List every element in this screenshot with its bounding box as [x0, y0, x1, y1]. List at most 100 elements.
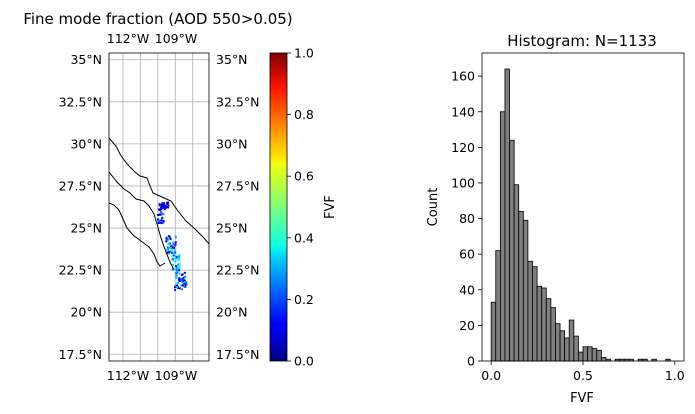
fvf-pixel: [167, 243, 170, 246]
fvf-pixel: [159, 211, 162, 213]
histogram-bar: [564, 337, 570, 362]
histogram-bars: [490, 68, 671, 362]
fvf-pixel: [174, 257, 177, 260]
histogram-bar: [573, 335, 579, 362]
fvf-pixel: [171, 248, 173, 250]
fvf-pixel: [181, 284, 184, 287]
fvf-pixel: [181, 288, 183, 291]
fvf-pixel: [172, 259, 174, 262]
histogram-bar: [559, 330, 566, 362]
lat-tick-right: 20°N: [216, 305, 248, 320]
fvf-pixel: [157, 214, 160, 216]
fvf-pixel: [178, 262, 181, 265]
histogram-bar: [509, 139, 515, 362]
fvf-pixel: [158, 213, 161, 216]
fvf-pixel: [174, 236, 177, 239]
y-tick-label: 80: [459, 211, 475, 226]
coastline-mainland: [109, 137, 209, 245]
fvf-pixel: [175, 274, 178, 277]
fvf-pixel: [162, 221, 165, 224]
lat-tick-left: 25°N: [70, 221, 102, 236]
histogram-bar: [513, 184, 520, 362]
fvf-pixel: [177, 263, 180, 266]
fvf-pixel: [174, 288, 177, 291]
fvf-pixel: [166, 236, 169, 239]
histogram-bar: [600, 357, 607, 362]
fvf-pixel: [161, 202, 164, 205]
fvf-pixel: [168, 252, 171, 255]
fvf-pixel: [164, 204, 167, 207]
fvf-pixel: [182, 280, 185, 282]
histogram-bar: [522, 219, 529, 362]
fvf-pixel: [168, 235, 171, 238]
lat-tick-left: 22.5°N: [59, 263, 102, 278]
fvf-pixel: [160, 212, 163, 215]
lon-tick-top-109: 109°W: [155, 31, 197, 46]
fvf-pixel: [160, 219, 163, 222]
fvf-pixel: [178, 287, 181, 290]
lat-tick-left: 20°N: [70, 305, 102, 320]
fvf-pixel: [160, 208, 163, 211]
histogram-bar: [504, 68, 510, 362]
fvf-pixel: [171, 246, 174, 249]
fvf-pixel: [183, 285, 185, 288]
fvf-pixel: [171, 250, 174, 253]
fvf-pixel: [178, 265, 181, 268]
colorbar: [269, 52, 288, 362]
fvf-pixel: [172, 254, 175, 257]
fvf-pixel: [167, 246, 170, 249]
fvf-pixel: [161, 217, 164, 219]
fvf-pixel: [172, 252, 175, 255]
y-tick-label: 60: [459, 247, 475, 262]
fvf-pixel: [178, 272, 181, 275]
fvf-pixel: [168, 242, 171, 245]
fvf-pixel: [171, 258, 174, 261]
lat-tick-left: 32.5°N: [59, 94, 102, 109]
x-tick-label: 0.5: [573, 368, 593, 383]
histogram-bar: [578, 351, 584, 362]
fvf-pixel: [171, 255, 174, 258]
fvf-pixel: [166, 201, 169, 204]
fvf-pixel: [163, 208, 166, 211]
lat-tick-right: 32.5°N: [216, 94, 259, 109]
map-gridlines: [109, 53, 209, 361]
fvf-pixel: [174, 243, 177, 246]
fvf-pixel: [161, 204, 164, 207]
colorbar-tick-label: 0.4: [294, 230, 314, 245]
fvf-pixel: [157, 222, 160, 224]
fvf-pixel: [160, 205, 163, 208]
fvf-pixel: [163, 202, 166, 205]
fvf-pixel: [174, 266, 177, 269]
fvf-pixel: [160, 206, 163, 209]
fvf-pixel: [171, 268, 174, 271]
fvf-pixel: [185, 281, 188, 284]
fvf-pixel: [180, 278, 183, 280]
fvf-pixel: [177, 259, 180, 262]
fvf-pixel: [185, 283, 188, 286]
histogram-bar: [527, 260, 533, 362]
fvf-pixels: [157, 201, 188, 291]
fvf-pixel: [174, 284, 177, 287]
fvf-pixel: [169, 243, 172, 246]
fvf-pixel: [165, 248, 168, 251]
fvf-pixel: [177, 266, 180, 269]
histogram-bar: [545, 298, 552, 362]
map-frame: [108, 52, 210, 362]
fvf-pixel: [171, 245, 174, 247]
fvf-pixel: [173, 245, 176, 248]
fvf-pixel: [167, 204, 170, 207]
fvf-pixel: [162, 220, 165, 223]
histogram-bar: [596, 349, 602, 362]
fvf-pixel: [175, 277, 178, 279]
map-title: Fine mode fraction (AOD 550>0.05): [23, 10, 292, 28]
fvf-pixel: [174, 286, 176, 288]
y-tick-label: 120: [451, 140, 475, 155]
fvf-pixel: [159, 213, 162, 216]
fvf-pixel: [175, 265, 178, 268]
histogram-bar: [582, 346, 588, 362]
fvf-pixel: [167, 248, 169, 250]
fvf-pixel: [175, 257, 178, 260]
fvf-pixel: [158, 219, 161, 222]
fvf-pixel: [161, 221, 164, 224]
